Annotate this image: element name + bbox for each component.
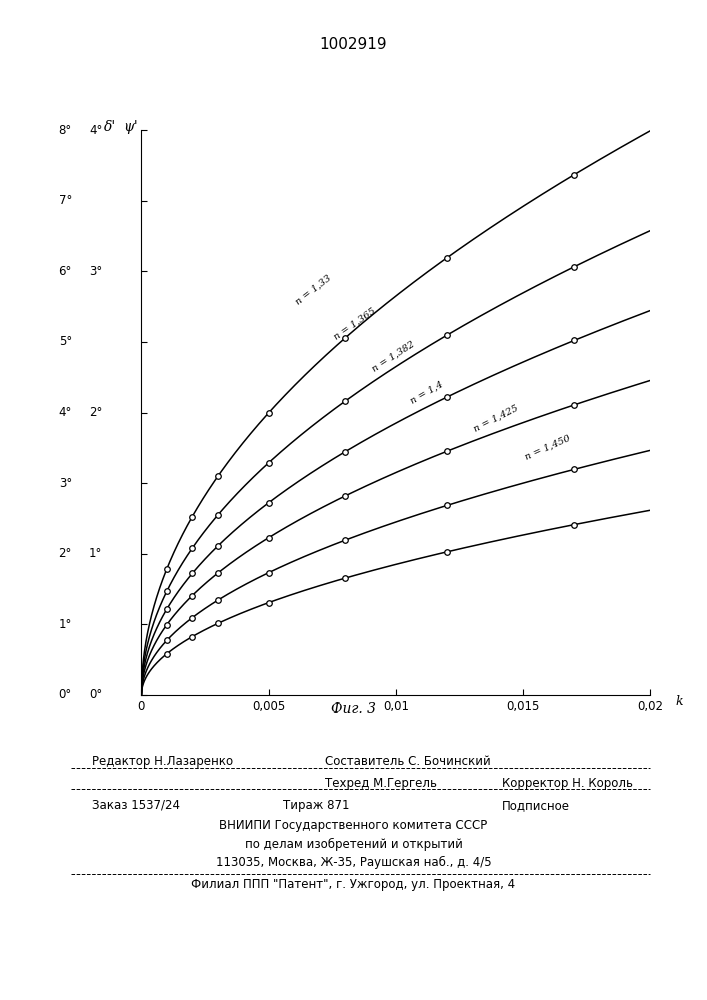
Text: 6°: 6° xyxy=(59,265,72,278)
Text: n = 1,4: n = 1,4 xyxy=(409,380,445,405)
Text: 1°: 1° xyxy=(59,618,72,631)
Text: 113035, Москва, Ж-35, Раушская наб., д. 4/5: 113035, Москва, Ж-35, Раушская наб., д. … xyxy=(216,856,491,869)
Text: Редактор Н.Лазаренко: Редактор Н.Лазаренко xyxy=(92,755,233,768)
Text: Фиг. 3: Фиг. 3 xyxy=(331,702,376,716)
Text: Корректор Н. Король: Корректор Н. Король xyxy=(502,777,633,790)
Text: Составитель С. Бочинский: Составитель С. Бочинский xyxy=(325,755,491,768)
Text: Техред М.Гергель: Техред М.Гергель xyxy=(325,777,437,790)
Text: n = 1,33: n = 1,33 xyxy=(294,273,333,307)
Text: 1002919: 1002919 xyxy=(320,37,387,52)
Text: ψ': ψ' xyxy=(124,120,138,134)
Text: n = 1,382: n = 1,382 xyxy=(370,340,416,374)
Text: Заказ 1537/24: Заказ 1537/24 xyxy=(92,799,180,812)
Text: 4°: 4° xyxy=(89,124,103,137)
Text: по делам изобретений и открытий: по делам изобретений и открытий xyxy=(245,838,462,851)
Text: n = 1,450: n = 1,450 xyxy=(523,434,571,462)
Text: n = 1,425: n = 1,425 xyxy=(472,404,520,434)
Text: 3°: 3° xyxy=(59,477,72,490)
Text: Филиал ППП "Патент", г. Ужгород, ул. Проектная, 4: Филиал ППП "Патент", г. Ужгород, ул. Про… xyxy=(192,878,515,891)
Text: δ': δ' xyxy=(103,120,116,134)
Text: 1°: 1° xyxy=(89,547,103,560)
Text: 3°: 3° xyxy=(89,265,103,278)
Text: 4°: 4° xyxy=(59,406,72,419)
Text: 2°: 2° xyxy=(59,547,72,560)
Text: Тираж 871: Тираж 871 xyxy=(283,799,349,812)
Text: 7°: 7° xyxy=(59,194,72,207)
Text: 5°: 5° xyxy=(59,335,72,348)
Text: ВНИИПИ Государственного комитета СССР: ВНИИПИ Государственного комитета СССР xyxy=(219,819,488,832)
Text: 2°: 2° xyxy=(89,406,103,419)
Text: n = 1,365: n = 1,365 xyxy=(332,307,378,342)
Text: 0°: 0° xyxy=(89,688,103,702)
Text: 8°: 8° xyxy=(59,124,72,137)
Text: 0°: 0° xyxy=(59,688,72,702)
Text: k: k xyxy=(676,695,684,708)
Text: Подписное: Подписное xyxy=(502,799,570,812)
